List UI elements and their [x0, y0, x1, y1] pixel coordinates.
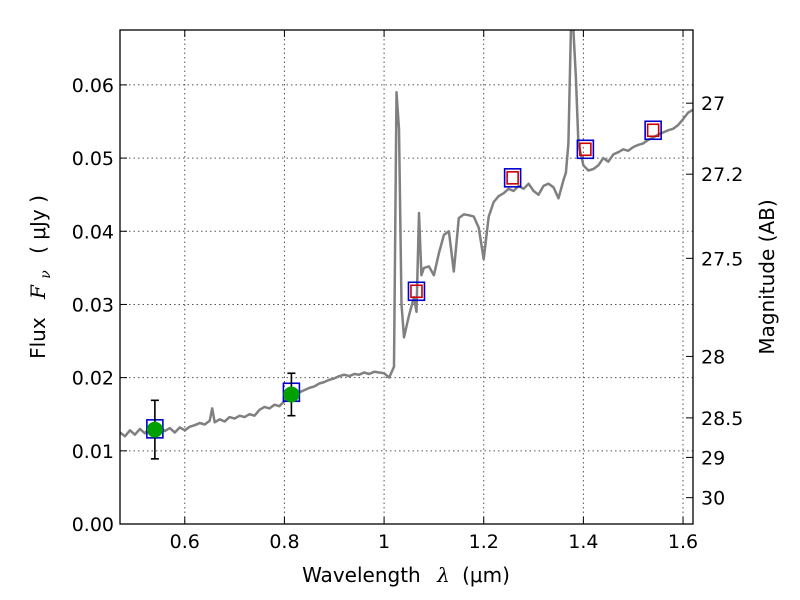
- x-axis-unit: (μm): [462, 563, 510, 587]
- y-axis-unit: ( μJy ): [26, 195, 50, 254]
- y2-tick-label: 27.2: [701, 164, 743, 186]
- model-point-box: [576, 139, 595, 160]
- x-tick-label: 1: [378, 531, 390, 553]
- x-tick-label: 0.6: [170, 531, 200, 553]
- observed-point: [146, 421, 163, 438]
- x-tick-label: 1.4: [568, 531, 598, 553]
- y-axis-label: Flux F ν ( μJy ): [26, 195, 55, 359]
- model-point-box: [503, 168, 522, 188]
- y-tick-label: 0.06: [72, 75, 114, 97]
- y-axis-label-text: Flux: [26, 317, 50, 359]
- y2-tick-label: 30: [701, 488, 725, 510]
- photometry-markers: [146, 120, 662, 460]
- observed-point: [283, 386, 300, 403]
- y2-tick-label: 28.5: [701, 408, 743, 430]
- y-axis-symbol: F: [26, 284, 50, 300]
- tick-marks: [120, 30, 693, 525]
- y2-tick-label: 28: [701, 346, 725, 368]
- model-point-inner-box: [506, 171, 519, 185]
- y-tick-label: 0.05: [72, 148, 114, 170]
- plot-area: [120, 30, 693, 438]
- x-axis-label: Wavelength λ (μm): [302, 563, 510, 587]
- y2-axis-label: Magnitude (AB): [755, 199, 779, 354]
- model-point-box: [407, 281, 426, 302]
- plot-frame: [119, 29, 694, 525]
- model-point-box: [644, 120, 662, 141]
- y2-tick-label: 27.5: [701, 248, 743, 270]
- y-tick-label: 0.03: [72, 294, 114, 316]
- grid-lines: [120, 30, 693, 525]
- y2-tick-label: 27: [701, 93, 725, 115]
- y-axis-subscript: ν: [38, 270, 54, 279]
- model-point-inner-box: [579, 142, 592, 157]
- spectrum-line: [120, 30, 693, 438]
- y-tick-label: 0.04: [72, 221, 114, 243]
- y-tick-label: 0.01: [72, 441, 114, 463]
- x-axis-label-text: Wavelength: [302, 563, 421, 587]
- x-tick-label: 0.8: [269, 531, 299, 553]
- model-point-inner-box: [410, 284, 423, 299]
- x-axis-symbol: λ: [436, 563, 450, 587]
- y-tick-label: 0.02: [72, 368, 114, 390]
- x-tick-label: 1.2: [469, 531, 499, 553]
- x-tick-label: 1.6: [668, 531, 698, 553]
- y2-tick-label: 29: [701, 447, 725, 469]
- y-tick-label: 0.00: [72, 514, 114, 536]
- model-point-inner-box: [646, 123, 660, 138]
